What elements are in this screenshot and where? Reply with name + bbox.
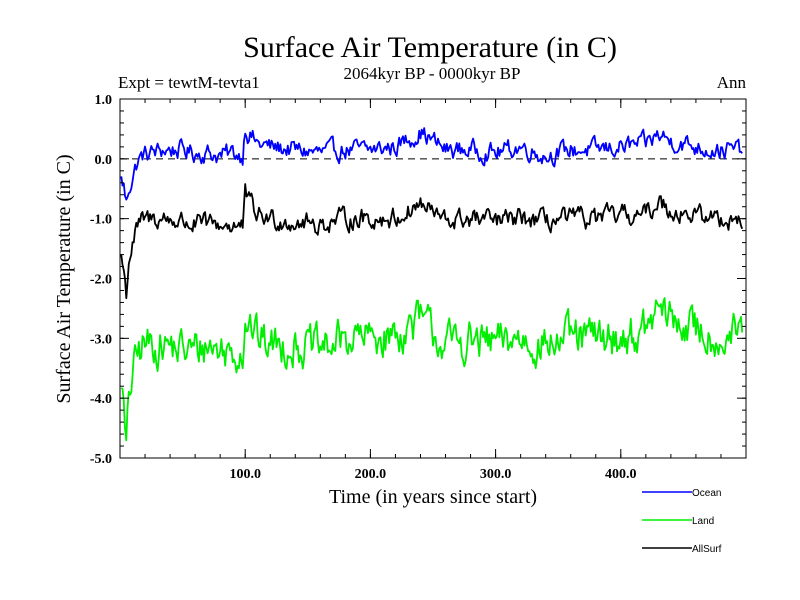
period-label: 2064kyr BP - 0000kyr BP: [344, 64, 521, 83]
plot-area: 1.0 0.0 -1.0 -2.0 -3.0 -4.0 -5.0 100.0 200.0 300.…: [90, 93, 747, 482]
legend-label-ocean: Ocean: [692, 488, 721, 499]
series-layer: [120, 127, 744, 442]
y-tick-label: -5.0: [90, 452, 112, 467]
y-tick-label: 1.0: [95, 93, 113, 108]
x-tick-label: 400.0: [605, 467, 637, 482]
x-tick-label: 100.0: [229, 467, 261, 482]
y-tick-label: -2.0: [90, 273, 112, 288]
y-tick-label: -1.0: [90, 213, 112, 228]
season-label: Ann: [717, 73, 747, 92]
tick-layer: 1.0 0.0 -1.0 -2.0 -3.0 -4.0 -5.0 100.0 200.0 300.…: [90, 93, 746, 482]
y-tick-label: 0.0: [95, 153, 113, 168]
legend: Ocean Land AllSurf: [642, 488, 722, 555]
y-tick-label: -3.0: [90, 332, 112, 347]
x-axis-label: Time (in years since start): [329, 486, 537, 508]
y-axis-label: Surface Air Temperature (in C): [53, 154, 75, 403]
plot-frame: [119, 98, 747, 459]
y-tick-label: -4.0: [90, 392, 112, 407]
legend-label-allsurf: AllSurf: [692, 544, 722, 555]
x-tick-label: 300.0: [480, 467, 512, 482]
legend-label-land: Land: [692, 516, 714, 527]
series-line-allsurf: [120, 183, 744, 300]
experiment-label: Expt = tewtM-tevta1: [118, 73, 260, 92]
series-line-ocean: [120, 127, 743, 201]
series-line-land: [120, 297, 744, 442]
chart-title: Surface Air Temperature (in C): [243, 31, 617, 64]
x-tick-label: 200.0: [355, 467, 387, 482]
